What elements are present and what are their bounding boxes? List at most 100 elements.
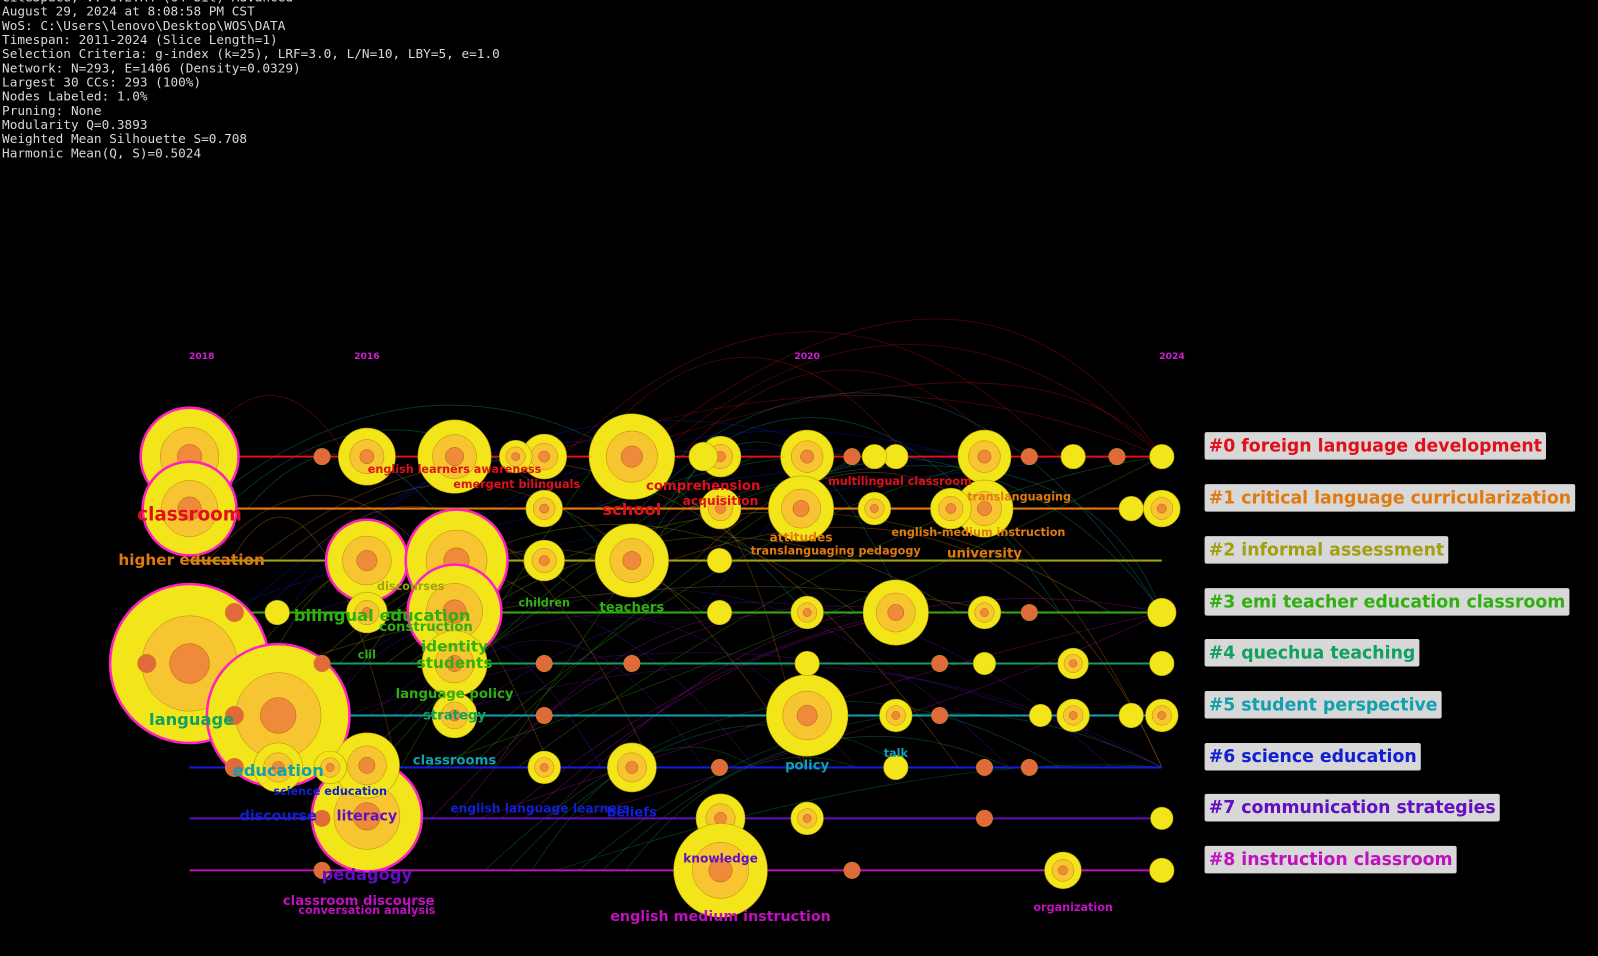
- node-core: [442, 599, 467, 624]
- arc: [517, 456, 1162, 768]
- node: [972, 651, 996, 675]
- arc: [508, 724, 908, 871]
- arc: [670, 527, 1163, 768]
- keyword-label: pedagogy: [322, 865, 413, 884]
- keyword-label: attitudes: [770, 531, 833, 545]
- keyword-label: teachers: [599, 600, 664, 615]
- node-core: [945, 503, 957, 514]
- keyword-label: english learners awareness: [368, 463, 542, 476]
- header-line: August 29, 2024 at 8:08:58 PM CST: [2, 5, 255, 20]
- node-core: [976, 759, 993, 776]
- header-line: Selection Criteria: g-index (k=25), LRF=…: [2, 47, 500, 62]
- node-core: [225, 758, 244, 777]
- arc: [430, 605, 908, 819]
- keyword-label: emergent bilinguals: [453, 478, 580, 491]
- keyword-label: knowledge: [683, 852, 758, 866]
- keyword-label: policy: [785, 758, 829, 773]
- node-core: [445, 447, 464, 466]
- node-core: [623, 655, 641, 672]
- year-label: 2016: [354, 351, 379, 362]
- node-core: [843, 862, 861, 879]
- keyword-label: multilingual classroom: [828, 475, 972, 488]
- keyword-label: discourses: [377, 580, 445, 593]
- cluster-label: #3 emi teacher education classroom: [1209, 592, 1566, 612]
- arc: [609, 382, 1163, 457]
- node-core: [1069, 659, 1078, 668]
- node-core: [1021, 604, 1038, 621]
- arc: [493, 456, 704, 768]
- node-core: [870, 504, 879, 513]
- header-line: WoS: C:\Users\lenovo\Desktop\WOS\DATA: [2, 19, 286, 34]
- node-core: [538, 450, 551, 463]
- cluster-label: #5 student perspective: [1209, 695, 1438, 715]
- header-line: Pruning: None: [2, 104, 102, 119]
- node-core: [711, 759, 728, 776]
- header-line: Harmonic Mean(Q, S)=0.5024: [2, 146, 201, 161]
- cluster-label: #2 informal assessment: [1209, 540, 1445, 560]
- node-core: [169, 643, 210, 684]
- node-core: [539, 503, 550, 514]
- arc: [376, 456, 755, 768]
- arc: [585, 356, 908, 457]
- keyword-label: translanguaging pedagogy: [751, 544, 922, 557]
- node-core: [446, 655, 463, 672]
- node-core: [225, 706, 244, 725]
- keyword-label: organization: [1033, 901, 1113, 914]
- node-core: [325, 763, 335, 772]
- keyword-label: language: [149, 710, 234, 729]
- arc: [501, 598, 1162, 819]
- node-core: [137, 654, 156, 673]
- node: [1118, 702, 1144, 728]
- node-core: [622, 551, 642, 570]
- node-core: [1021, 448, 1038, 465]
- node: [1118, 496, 1144, 522]
- node-core: [980, 608, 989, 617]
- arc: [562, 331, 1061, 457]
- labels: CiteSpace, v. 6.2.R4 (64-bit) AdvancedAu…: [2, 0, 1571, 925]
- node: [794, 650, 820, 677]
- arc: [578, 712, 1162, 871]
- keyword-label: higher education: [118, 551, 264, 569]
- arc: [315, 524, 857, 664]
- node-core: [625, 761, 639, 774]
- header-line: Largest 30 CCs: 293 (100%): [2, 75, 201, 90]
- node-core: [1068, 711, 1078, 720]
- cluster-label-bg: [1204, 536, 1449, 564]
- keyword-label: english medium instruction: [610, 909, 831, 925]
- cluster-label-bg: [1204, 690, 1442, 719]
- header-line: Weighted Mean Silhouette S=0.708: [2, 132, 247, 147]
- header-line: Modularity Q=0.3893: [2, 118, 148, 133]
- node-core: [843, 448, 861, 465]
- cluster-label-bg: [1204, 639, 1420, 667]
- keyword-label: university: [947, 546, 1022, 561]
- keyword-label: beliefs: [607, 805, 657, 820]
- keyword-label: identity: [421, 638, 488, 656]
- cluster-label-bg: [1204, 742, 1421, 771]
- node-core: [620, 445, 643, 468]
- node-core: [802, 814, 812, 823]
- cluster-label: #1 critical language curricularization: [1209, 488, 1571, 508]
- nodes: [108, 406, 1181, 918]
- header-line: Network: N=293, E=1406 (Density=0.0329): [2, 61, 301, 76]
- cluster-label: #6 science education: [1209, 747, 1417, 767]
- node-core: [976, 810, 993, 827]
- arc: [656, 344, 1163, 457]
- cluster-label-bg: [1204, 432, 1547, 460]
- arc: [230, 516, 398, 768]
- node: [883, 754, 909, 780]
- cluster-label: #7 communication strategies: [1209, 798, 1496, 818]
- node-core: [1108, 448, 1126, 465]
- cluster-label-bg: [1204, 845, 1457, 874]
- arc: [700, 448, 959, 613]
- arc: [207, 494, 551, 768]
- keyword-label: bilingual education: [294, 606, 471, 625]
- node-core: [539, 763, 549, 772]
- keyword-label: acquisition: [683, 494, 759, 508]
- node-core: [536, 707, 553, 724]
- keyword-label: comprehension: [646, 479, 760, 494]
- node-core: [887, 604, 905, 621]
- header-line: CiteSpace, v. 6.2.R4 (64-bit) Advanced: [2, 0, 293, 5]
- node-core: [361, 607, 373, 618]
- keyword-label: school: [602, 500, 661, 519]
